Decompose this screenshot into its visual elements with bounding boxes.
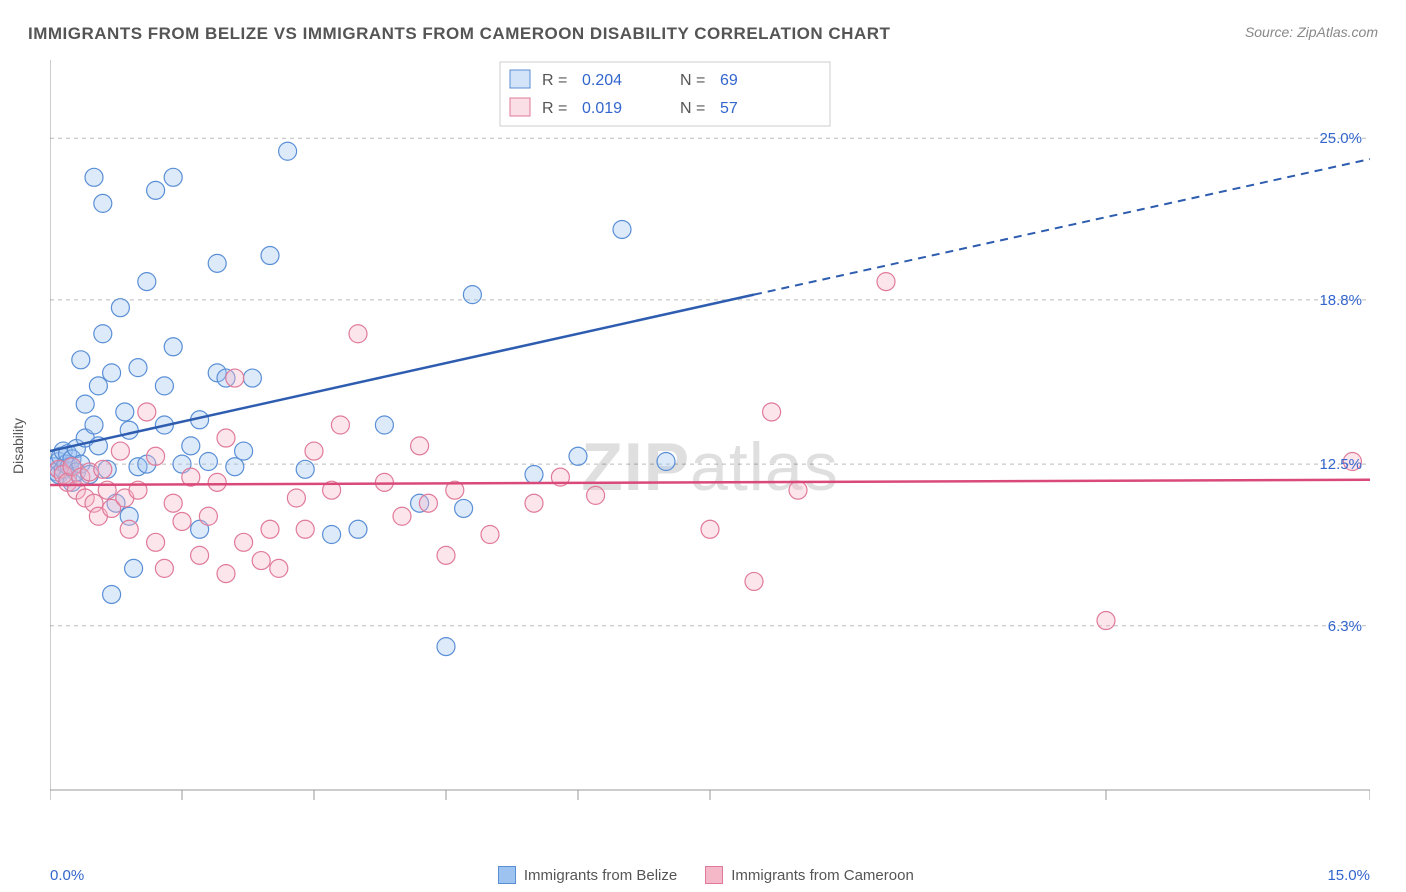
svg-text:R =: R = — [542, 100, 567, 117]
svg-text:R =: R = — [542, 72, 567, 89]
plot-area: ZIPatlas R =0.204N =69R =0.019N =57 6.3%… — [50, 60, 1370, 820]
svg-text:N =: N = — [680, 72, 705, 89]
svg-text:57: 57 — [720, 100, 738, 117]
legend-label-belize: Immigrants from Belize — [524, 867, 677, 884]
svg-text:18.8%: 18.8% — [1319, 292, 1362, 309]
legend-item-belize: Immigrants from Belize — [498, 866, 677, 884]
svg-text:0.019: 0.019 — [582, 100, 622, 117]
legend-label-cameroon: Immigrants from Cameroon — [731, 867, 914, 884]
series-legend: Immigrants from Belize Immigrants from C… — [498, 866, 914, 884]
legend-swatch-cameroon — [705, 866, 723, 884]
legend-swatch-belize — [498, 866, 516, 884]
svg-text:25.0%: 25.0% — [1319, 130, 1362, 147]
x-min-label: 0.0% — [50, 867, 84, 884]
chart-container: IMMIGRANTS FROM BELIZE VS IMMIGRANTS FRO… — [0, 0, 1406, 892]
scatter-svg: ZIPatlas R =0.204N =69R =0.019N =57 6.3%… — [50, 60, 1370, 820]
svg-text:69: 69 — [720, 72, 738, 89]
y-axis-label: Disability — [10, 418, 26, 474]
correlation-legend: R = 0.204 N = 69 R = 0.019 N = 57 — [500, 62, 830, 126]
svg-text:6.3%: 6.3% — [1328, 618, 1362, 635]
legend-item-cameroon: Immigrants from Cameroon — [705, 866, 914, 884]
chart-title: IMMIGRANTS FROM BELIZE VS IMMIGRANTS FRO… — [28, 24, 890, 44]
x-max-label: 15.0% — [1327, 867, 1370, 884]
svg-text:N =: N = — [680, 100, 705, 117]
source-label: Source: ZipAtlas.com — [1245, 24, 1378, 40]
header: IMMIGRANTS FROM BELIZE VS IMMIGRANTS FRO… — [0, 0, 1406, 44]
svg-text:12.5%: 12.5% — [1319, 456, 1362, 473]
footer: 0.0% Immigrants from Belize Immigrants f… — [50, 866, 1370, 884]
svg-text:0.204: 0.204 — [582, 72, 622, 89]
